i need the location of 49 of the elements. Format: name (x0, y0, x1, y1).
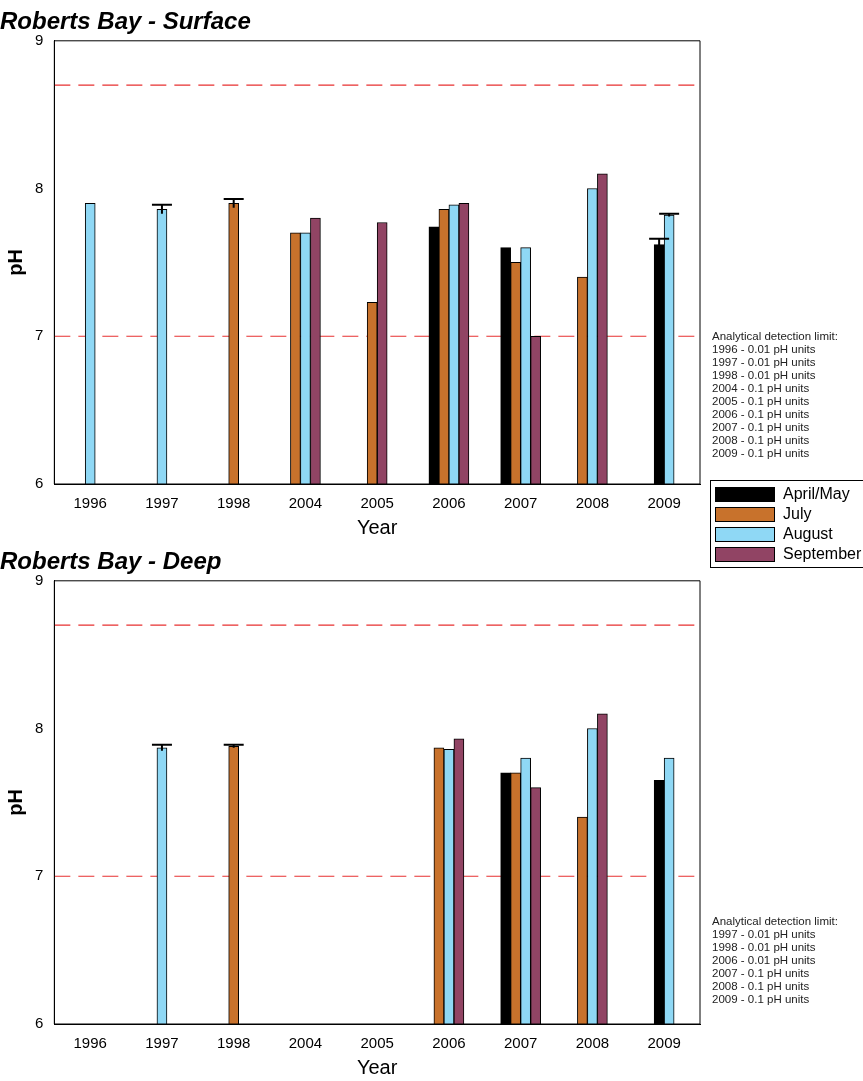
x-tick-label: 2005 (360, 494, 394, 512)
legend-label: April/May (783, 484, 850, 504)
x-tick-label: 1997 (145, 494, 179, 512)
x-tick-label: 1997 (145, 1034, 179, 1052)
text: 2009 - 0.1 pH units (712, 993, 811, 1006)
text: Analytical detection limit: (712, 915, 838, 928)
x-tick-label: 2006 (432, 494, 466, 512)
text: 1998 - 0.01 pH units (712, 941, 817, 954)
x-tick-label: 2006 (432, 1034, 466, 1052)
text: 2005 - 0.1 pH units (712, 395, 811, 408)
x-tick-label: 2004 (288, 494, 323, 512)
x-tick-label: 2005 (360, 1034, 394, 1052)
x-tick-label: 1998 (217, 494, 251, 512)
text: 1997 - 0.01 pH units (712, 928, 817, 941)
text: 2006 - 0.01 pH units (712, 954, 817, 967)
text: 2007 - 0.1 pH units (712, 967, 811, 980)
text: 2007 - 0.1 pH units (712, 421, 811, 434)
y-tick-label: 8 (35, 178, 44, 196)
x-tick-label: 2009 (647, 1034, 681, 1052)
y-axis-title: pH (3, 249, 26, 276)
legend-label: September (783, 544, 862, 564)
x-axis-title: Year (356, 1055, 398, 1078)
x-tick-label: 2008 (575, 1034, 610, 1052)
text: 2008 - 0.1 pH units (712, 434, 811, 447)
text: 2009 - 0.1 pH units (712, 447, 811, 460)
x-tick-label: 2007 (503, 494, 538, 512)
x-tick-label: 1996 (73, 1034, 107, 1052)
text: 2006 - 0.1 pH units (712, 408, 811, 421)
y-tick-label: 8 (35, 718, 44, 736)
legend-label: July (783, 504, 812, 524)
x-axis-title: Year (356, 515, 398, 538)
text: 1997 - 0.01 pH units (712, 356, 817, 369)
x-tick-label: 1996 (73, 494, 107, 512)
text: 2004 - 0.1 pH units (712, 382, 811, 395)
x-tick-label: 2008 (575, 494, 610, 512)
x-tick-label: 2007 (503, 1034, 538, 1052)
x-tick-label: 2004 (288, 1034, 323, 1052)
y-tick-label: 7 (35, 326, 44, 344)
y-tick-label: 6 (35, 1014, 44, 1032)
y-axis-title: pH (3, 789, 26, 816)
text: Analytical detection limit: (712, 330, 838, 343)
text: 2008 - 0.1 pH units (712, 980, 811, 993)
x-tick-label: 2009 (647, 494, 681, 512)
legend-label: August (783, 524, 833, 544)
text: 1998 - 0.01 pH units (712, 369, 817, 382)
x-tick-label: 1998 (217, 1034, 251, 1052)
y-tick-label: 7 (35, 866, 44, 884)
text: 1996 - 0.01 pH units (712, 343, 817, 356)
y-tick-label: 6 (35, 474, 44, 492)
